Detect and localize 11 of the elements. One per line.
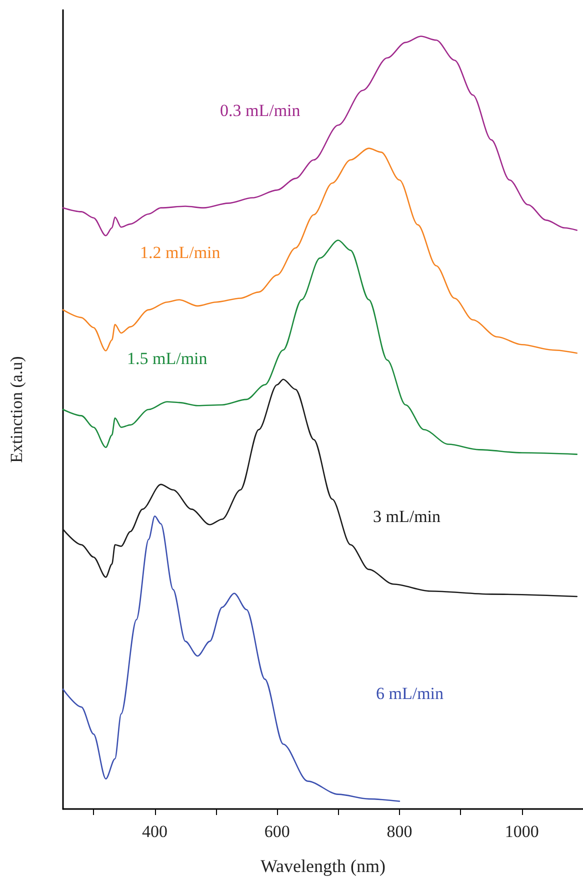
x-axis-title: Wavelength (nm) — [260, 856, 386, 876]
series-label: 0.3 mL/min — [220, 101, 301, 120]
x-tick-label: 800 — [386, 822, 412, 841]
x-tick-label: 1000 — [504, 822, 539, 841]
x-tick-label: 400 — [142, 822, 168, 841]
text: 6 mL/min — [376, 684, 444, 703]
series-label: 3 mL/min — [373, 507, 442, 526]
text: 1.2 mL/min — [140, 243, 221, 262]
y-axis-title: Extinction (a.u) — [7, 356, 26, 463]
x-tick-label: 600 — [264, 822, 290, 841]
text: 1.5 mL/min — [127, 349, 208, 368]
